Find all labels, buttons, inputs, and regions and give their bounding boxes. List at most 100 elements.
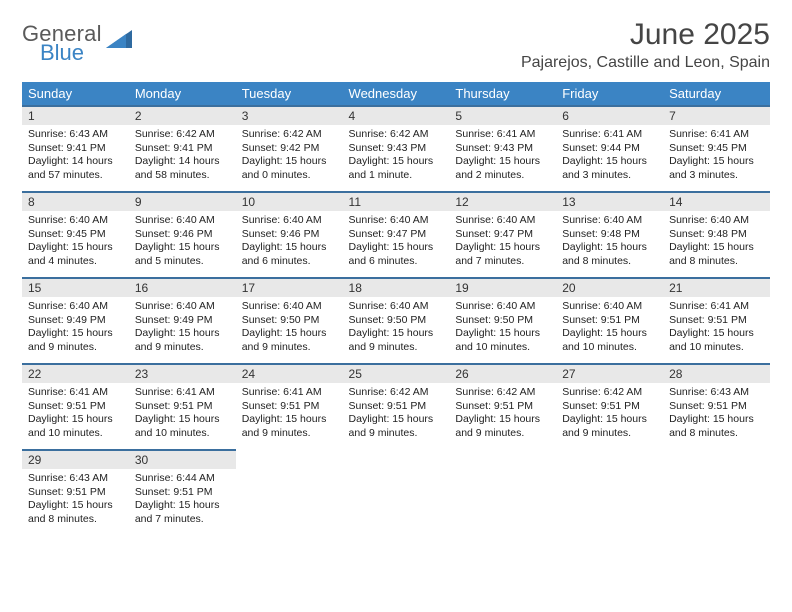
day-details: Sunrise: 6:42 AMSunset: 9:42 PMDaylight:… xyxy=(236,125,343,187)
calendar-day-cell xyxy=(556,450,663,536)
calendar-day-cell: 27Sunrise: 6:42 AMSunset: 9:51 PMDayligh… xyxy=(556,364,663,450)
sunset-text: Sunset: 9:44 PM xyxy=(562,142,657,156)
calendar-day-cell xyxy=(343,450,450,536)
day-number: 5 xyxy=(449,106,556,125)
title-block: June 2025 Pajarejos, Castille and Leon, … xyxy=(521,18,770,76)
sunrise-text: Sunrise: 6:41 AM xyxy=(669,300,764,314)
day-details: Sunrise: 6:40 AMSunset: 9:49 PMDaylight:… xyxy=(22,297,129,359)
day-number: 12 xyxy=(449,192,556,211)
brand-logo: General Blue xyxy=(22,18,132,64)
day-details: Sunrise: 6:41 AMSunset: 9:44 PMDaylight:… xyxy=(556,125,663,187)
calendar-day-cell: 16Sunrise: 6:40 AMSunset: 9:49 PMDayligh… xyxy=(129,278,236,364)
sunset-text: Sunset: 9:51 PM xyxy=(349,400,444,414)
calendar-day-cell: 30Sunrise: 6:44 AMSunset: 9:51 PMDayligh… xyxy=(129,450,236,536)
weekday-header: Wednesday xyxy=(343,82,450,106)
day-number: 22 xyxy=(22,364,129,383)
daylight-text: Daylight: 15 hours and 8 minutes. xyxy=(562,241,657,268)
calendar-day-cell: 26Sunrise: 6:42 AMSunset: 9:51 PMDayligh… xyxy=(449,364,556,450)
day-details: Sunrise: 6:40 AMSunset: 9:50 PMDaylight:… xyxy=(343,297,450,359)
calendar-week-row: 8Sunrise: 6:40 AMSunset: 9:45 PMDaylight… xyxy=(22,192,770,278)
daylight-text: Daylight: 15 hours and 3 minutes. xyxy=(562,155,657,182)
sunset-text: Sunset: 9:51 PM xyxy=(562,314,657,328)
day-number: 15 xyxy=(22,278,129,297)
day-number: 23 xyxy=(129,364,236,383)
daylight-text: Daylight: 15 hours and 10 minutes. xyxy=(562,327,657,354)
sunrise-text: Sunrise: 6:42 AM xyxy=(349,128,444,142)
day-details: Sunrise: 6:42 AMSunset: 9:43 PMDaylight:… xyxy=(343,125,450,187)
sunrise-text: Sunrise: 6:41 AM xyxy=(669,128,764,142)
day-details: Sunrise: 6:41 AMSunset: 9:51 PMDaylight:… xyxy=(236,383,343,445)
calendar-day-cell: 7Sunrise: 6:41 AMSunset: 9:45 PMDaylight… xyxy=(663,106,770,192)
sunrise-text: Sunrise: 6:42 AM xyxy=(349,386,444,400)
day-details: Sunrise: 6:40 AMSunset: 9:47 PMDaylight:… xyxy=(343,211,450,273)
day-number: 14 xyxy=(663,192,770,211)
brand-text: General Blue xyxy=(22,24,102,64)
calendar-day-cell: 10Sunrise: 6:40 AMSunset: 9:46 PMDayligh… xyxy=(236,192,343,278)
sunset-text: Sunset: 9:46 PM xyxy=(135,228,230,242)
sunrise-text: Sunrise: 6:42 AM xyxy=(562,386,657,400)
daylight-text: Daylight: 14 hours and 58 minutes. xyxy=(135,155,230,182)
calendar-week-row: 1Sunrise: 6:43 AMSunset: 9:41 PMDaylight… xyxy=(22,106,770,192)
sunrise-text: Sunrise: 6:40 AM xyxy=(135,214,230,228)
calendar-day-cell: 8Sunrise: 6:40 AMSunset: 9:45 PMDaylight… xyxy=(22,192,129,278)
day-number: 19 xyxy=(449,278,556,297)
calendar-day-cell: 22Sunrise: 6:41 AMSunset: 9:51 PMDayligh… xyxy=(22,364,129,450)
sunrise-text: Sunrise: 6:41 AM xyxy=(562,128,657,142)
sunset-text: Sunset: 9:49 PM xyxy=(135,314,230,328)
day-details: Sunrise: 6:40 AMSunset: 9:46 PMDaylight:… xyxy=(129,211,236,273)
calendar-day-cell xyxy=(449,450,556,536)
day-details: Sunrise: 6:40 AMSunset: 9:49 PMDaylight:… xyxy=(129,297,236,359)
page-header: General Blue June 2025 Pajarejos, Castil… xyxy=(22,18,770,76)
sunset-text: Sunset: 9:43 PM xyxy=(455,142,550,156)
sunset-text: Sunset: 9:49 PM xyxy=(28,314,123,328)
daylight-text: Daylight: 15 hours and 1 minute. xyxy=(349,155,444,182)
sunrise-text: Sunrise: 6:40 AM xyxy=(455,300,550,314)
day-number: 10 xyxy=(236,192,343,211)
sunset-text: Sunset: 9:41 PM xyxy=(28,142,123,156)
daylight-text: Daylight: 15 hours and 10 minutes. xyxy=(669,327,764,354)
sunrise-text: Sunrise: 6:40 AM xyxy=(135,300,230,314)
daylight-text: Daylight: 15 hours and 8 minutes. xyxy=(28,499,123,526)
daylight-text: Daylight: 15 hours and 9 minutes. xyxy=(135,327,230,354)
weekday-header: Tuesday xyxy=(236,82,343,106)
sunrise-text: Sunrise: 6:42 AM xyxy=(455,386,550,400)
sunset-text: Sunset: 9:41 PM xyxy=(135,142,230,156)
day-number: 7 xyxy=(663,106,770,125)
day-number: 26 xyxy=(449,364,556,383)
sunrise-text: Sunrise: 6:43 AM xyxy=(28,472,123,486)
day-details: Sunrise: 6:40 AMSunset: 9:51 PMDaylight:… xyxy=(556,297,663,359)
day-number-blank xyxy=(663,450,770,468)
sunrise-text: Sunrise: 6:42 AM xyxy=(135,128,230,142)
weekday-header: Sunday xyxy=(22,82,129,106)
day-number-blank xyxy=(236,450,343,468)
sunset-text: Sunset: 9:51 PM xyxy=(135,486,230,500)
sunset-text: Sunset: 9:48 PM xyxy=(669,228,764,242)
daylight-text: Daylight: 15 hours and 8 minutes. xyxy=(669,413,764,440)
weekday-header: Friday xyxy=(556,82,663,106)
daylight-text: Daylight: 15 hours and 9 minutes. xyxy=(242,413,337,440)
day-details: Sunrise: 6:40 AMSunset: 9:50 PMDaylight:… xyxy=(449,297,556,359)
sunset-text: Sunset: 9:51 PM xyxy=(455,400,550,414)
sunset-text: Sunset: 9:45 PM xyxy=(28,228,123,242)
sunset-text: Sunset: 9:51 PM xyxy=(242,400,337,414)
daylight-text: Daylight: 15 hours and 9 minutes. xyxy=(562,413,657,440)
daylight-text: Daylight: 15 hours and 5 minutes. xyxy=(135,241,230,268)
calendar-week-row: 22Sunrise: 6:41 AMSunset: 9:51 PMDayligh… xyxy=(22,364,770,450)
calendar-day-cell: 28Sunrise: 6:43 AMSunset: 9:51 PMDayligh… xyxy=(663,364,770,450)
daylight-text: Daylight: 15 hours and 10 minutes. xyxy=(28,413,123,440)
sunset-text: Sunset: 9:46 PM xyxy=(242,228,337,242)
sunrise-text: Sunrise: 6:40 AM xyxy=(349,300,444,314)
calendar-day-cell: 2Sunrise: 6:42 AMSunset: 9:41 PMDaylight… xyxy=(129,106,236,192)
weekday-header: Thursday xyxy=(449,82,556,106)
calendar-day-cell: 3Sunrise: 6:42 AMSunset: 9:42 PMDaylight… xyxy=(236,106,343,192)
calendar-day-cell: 13Sunrise: 6:40 AMSunset: 9:48 PMDayligh… xyxy=(556,192,663,278)
day-details: Sunrise: 6:40 AMSunset: 9:45 PMDaylight:… xyxy=(22,211,129,273)
sunrise-text: Sunrise: 6:41 AM xyxy=(135,386,230,400)
day-number: 27 xyxy=(556,364,663,383)
calendar-week-row: 29Sunrise: 6:43 AMSunset: 9:51 PMDayligh… xyxy=(22,450,770,536)
sunset-text: Sunset: 9:51 PM xyxy=(135,400,230,414)
weekday-header-row: Sunday Monday Tuesday Wednesday Thursday… xyxy=(22,82,770,106)
day-number: 11 xyxy=(343,192,450,211)
day-details: Sunrise: 6:40 AMSunset: 9:46 PMDaylight:… xyxy=(236,211,343,273)
calendar-day-cell: 20Sunrise: 6:40 AMSunset: 9:51 PMDayligh… xyxy=(556,278,663,364)
